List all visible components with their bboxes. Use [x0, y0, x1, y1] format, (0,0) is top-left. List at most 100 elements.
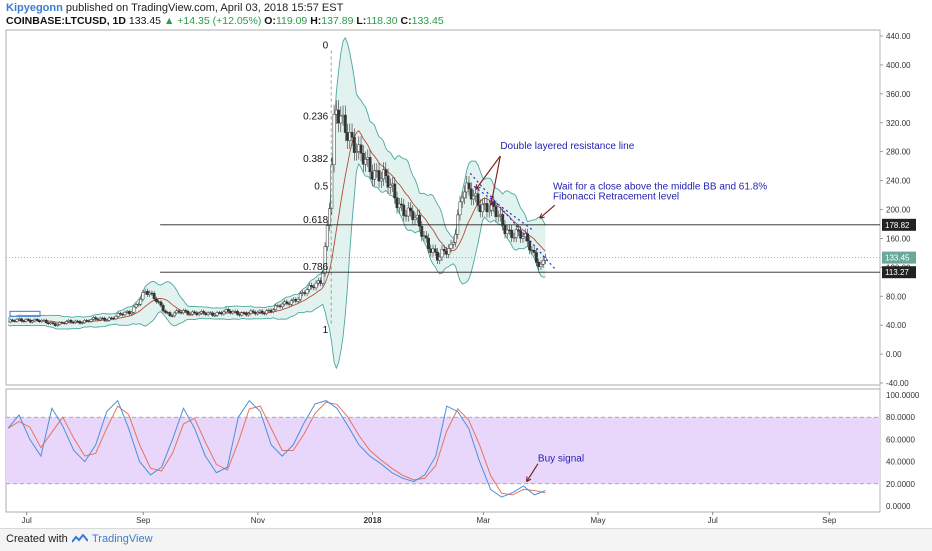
candle	[476, 187, 480, 212]
candle-body	[463, 191, 466, 199]
candle-body	[20, 318, 23, 322]
candle	[377, 163, 381, 188]
candle-body	[364, 159, 367, 165]
candle-body	[202, 311, 206, 314]
price-tag	[882, 218, 916, 231]
candle-body	[89, 319, 93, 322]
x-tick-label: Jul	[22, 516, 32, 525]
arrow-wait-head	[539, 213, 545, 219]
x-tick-label: May	[591, 516, 606, 525]
last-price: 133.45	[128, 15, 162, 27]
candle	[94, 316, 98, 321]
created-with: Created with	[6, 533, 68, 545]
candle	[159, 299, 163, 308]
candle	[51, 321, 55, 325]
tradingview-logo-icon	[72, 534, 88, 543]
candle-body	[510, 229, 514, 238]
candle	[31, 319, 35, 324]
candle	[251, 309, 255, 314]
author-name[interactable]: Kipyegonn	[6, 2, 63, 14]
candle	[512, 232, 516, 243]
candle-body	[58, 322, 62, 325]
candle-body	[352, 136, 356, 153]
candle	[226, 307, 230, 313]
candle-body	[94, 317, 98, 320]
candle-body	[107, 317, 111, 321]
stoch-tick-label: 20.0000	[886, 480, 915, 489]
stoch-tick-label: 0.0000	[886, 502, 911, 511]
candle-body	[136, 304, 140, 306]
low-label: L:	[356, 15, 367, 27]
candle	[413, 212, 417, 226]
candle	[388, 178, 392, 194]
candle	[211, 311, 215, 318]
candle-body	[163, 310, 167, 313]
candle-body	[339, 115, 343, 124]
tradingview-link[interactable]: TradingView	[92, 533, 153, 545]
candle-body	[280, 303, 284, 308]
fib-label: 0.382	[303, 154, 328, 165]
candle-body	[436, 251, 439, 261]
candle-body	[161, 305, 165, 312]
candle	[481, 198, 484, 218]
candle	[26, 317, 30, 322]
y-tick-label: 160.00	[886, 234, 911, 243]
stoch-tick-label: 80.0000	[886, 413, 915, 422]
candle	[503, 220, 507, 239]
candle	[265, 309, 269, 316]
candle	[424, 230, 428, 243]
candle-body	[310, 285, 314, 288]
candle	[305, 287, 309, 297]
candle	[436, 247, 439, 265]
y-tick-label: -40.00	[886, 379, 909, 388]
candle	[364, 151, 367, 172]
candle-body	[442, 249, 446, 252]
candle-body	[105, 320, 109, 322]
y-tick-label: 200.00	[886, 206, 911, 215]
arrow-buy-signal	[526, 463, 539, 482]
stoch-d-line	[7, 401, 546, 496]
candle-body	[307, 285, 311, 291]
candle-body	[141, 292, 145, 300]
candle	[514, 224, 518, 243]
candle	[280, 302, 284, 309]
x-tick-label: Sep	[822, 516, 837, 525]
candle	[274, 303, 278, 312]
candle	[393, 177, 397, 204]
candle-body	[418, 214, 421, 227]
candle	[386, 168, 390, 194]
candle	[406, 202, 410, 222]
candle-body	[321, 273, 325, 284]
candle	[543, 253, 547, 265]
candle	[116, 311, 120, 318]
candle-body	[35, 318, 39, 321]
candle-body	[31, 320, 35, 323]
price-change: +14.35 (+12.05%)	[177, 15, 262, 27]
candle	[271, 307, 275, 314]
chart-canvas[interactable]: 440.00 400.00 360.00 320.00 280.00 240.00 200.…	[0, 0, 932, 528]
fib-label: 0.236	[303, 111, 328, 122]
candle	[130, 310, 134, 316]
price-tag	[882, 266, 916, 279]
candle-body	[172, 312, 176, 317]
candle	[44, 318, 48, 325]
candle-body	[247, 313, 251, 316]
candle-body	[343, 114, 347, 133]
candle-body	[393, 183, 397, 198]
candle-body	[451, 242, 455, 245]
arrow-wait	[539, 204, 556, 219]
candle	[384, 162, 388, 183]
candle	[296, 296, 300, 304]
candle	[472, 189, 475, 206]
candle-body	[476, 193, 480, 206]
candle	[307, 282, 311, 293]
candle	[440, 245, 444, 261]
candle-body	[240, 312, 244, 316]
candle	[188, 312, 192, 317]
candle-body	[323, 246, 327, 274]
candle-body	[496, 215, 500, 218]
candle	[517, 224, 520, 236]
arrow-resistance-a-head	[475, 184, 481, 190]
candle-body	[501, 214, 505, 226]
candle	[359, 136, 363, 162]
